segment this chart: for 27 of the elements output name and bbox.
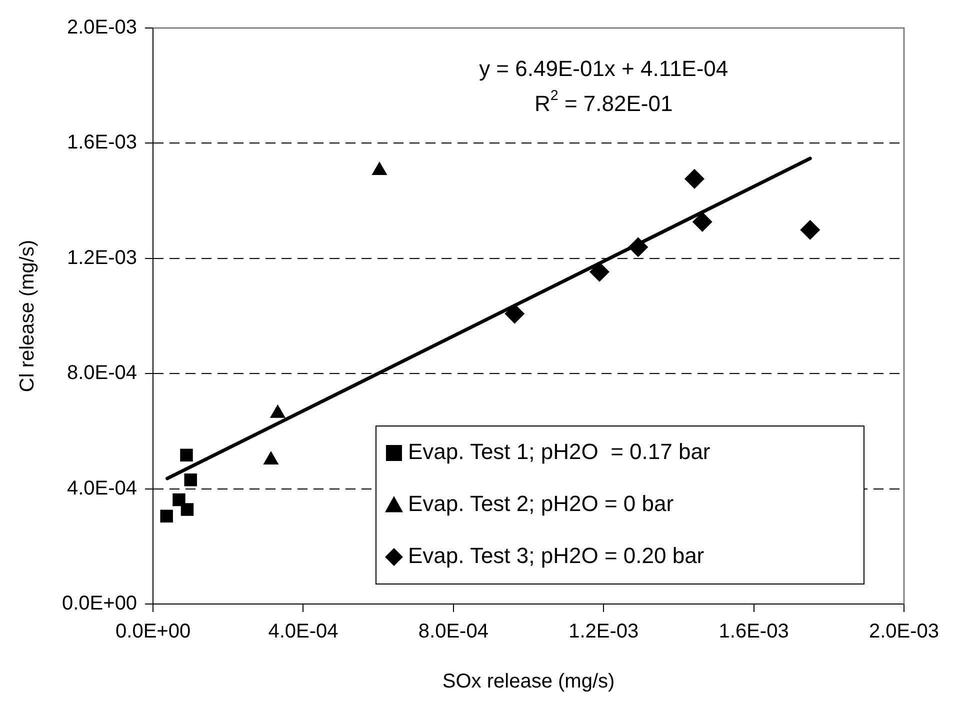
- y-axis-title: Cl release (mg/s): [16, 240, 39, 392]
- x-tick-label: 8.0E-04: [418, 620, 488, 643]
- point: [184, 474, 197, 486]
- point: [160, 510, 173, 523]
- point: [180, 448, 193, 462]
- y-tick-label: 2.0E-03: [67, 16, 138, 39]
- point: [172, 493, 186, 506]
- y-tick-label: 4.0E-04: [67, 477, 138, 500]
- x-tick-label: 0.0E+00: [116, 620, 191, 643]
- x-axis-title: SOx release (mg/s): [442, 670, 615, 693]
- point: [800, 220, 820, 240]
- point: [684, 168, 704, 189]
- point: [180, 503, 194, 516]
- x-tick-label: 4.0E-04: [268, 620, 338, 643]
- point: [692, 212, 712, 232]
- x-tick-label: 1.6E-03: [718, 620, 789, 643]
- y-tick-label: 1.2E-03: [67, 246, 138, 269]
- legend-label: Evap. Test 2; pH2O = 0 bar: [408, 491, 674, 516]
- annotation: y = 6.49E-01x + 4.11E-04: [479, 56, 728, 82]
- y-tick-label: 1.6E-03: [67, 132, 138, 154]
- legend-label: Evap. Test 3; pH2O = 0.20 bar: [408, 543, 704, 568]
- y-tick-label: 0.0E+00: [62, 592, 138, 615]
- x-tick-label: 2.0E-03: [868, 620, 940, 643]
- point: [628, 237, 648, 258]
- legend-label: Evap. Test 1; pH2O = 0.17 bar: [408, 439, 710, 464]
- y-tick-label: 8.0E-04: [67, 362, 138, 384]
- x-tick-label: 1.2E-03: [568, 620, 639, 643]
